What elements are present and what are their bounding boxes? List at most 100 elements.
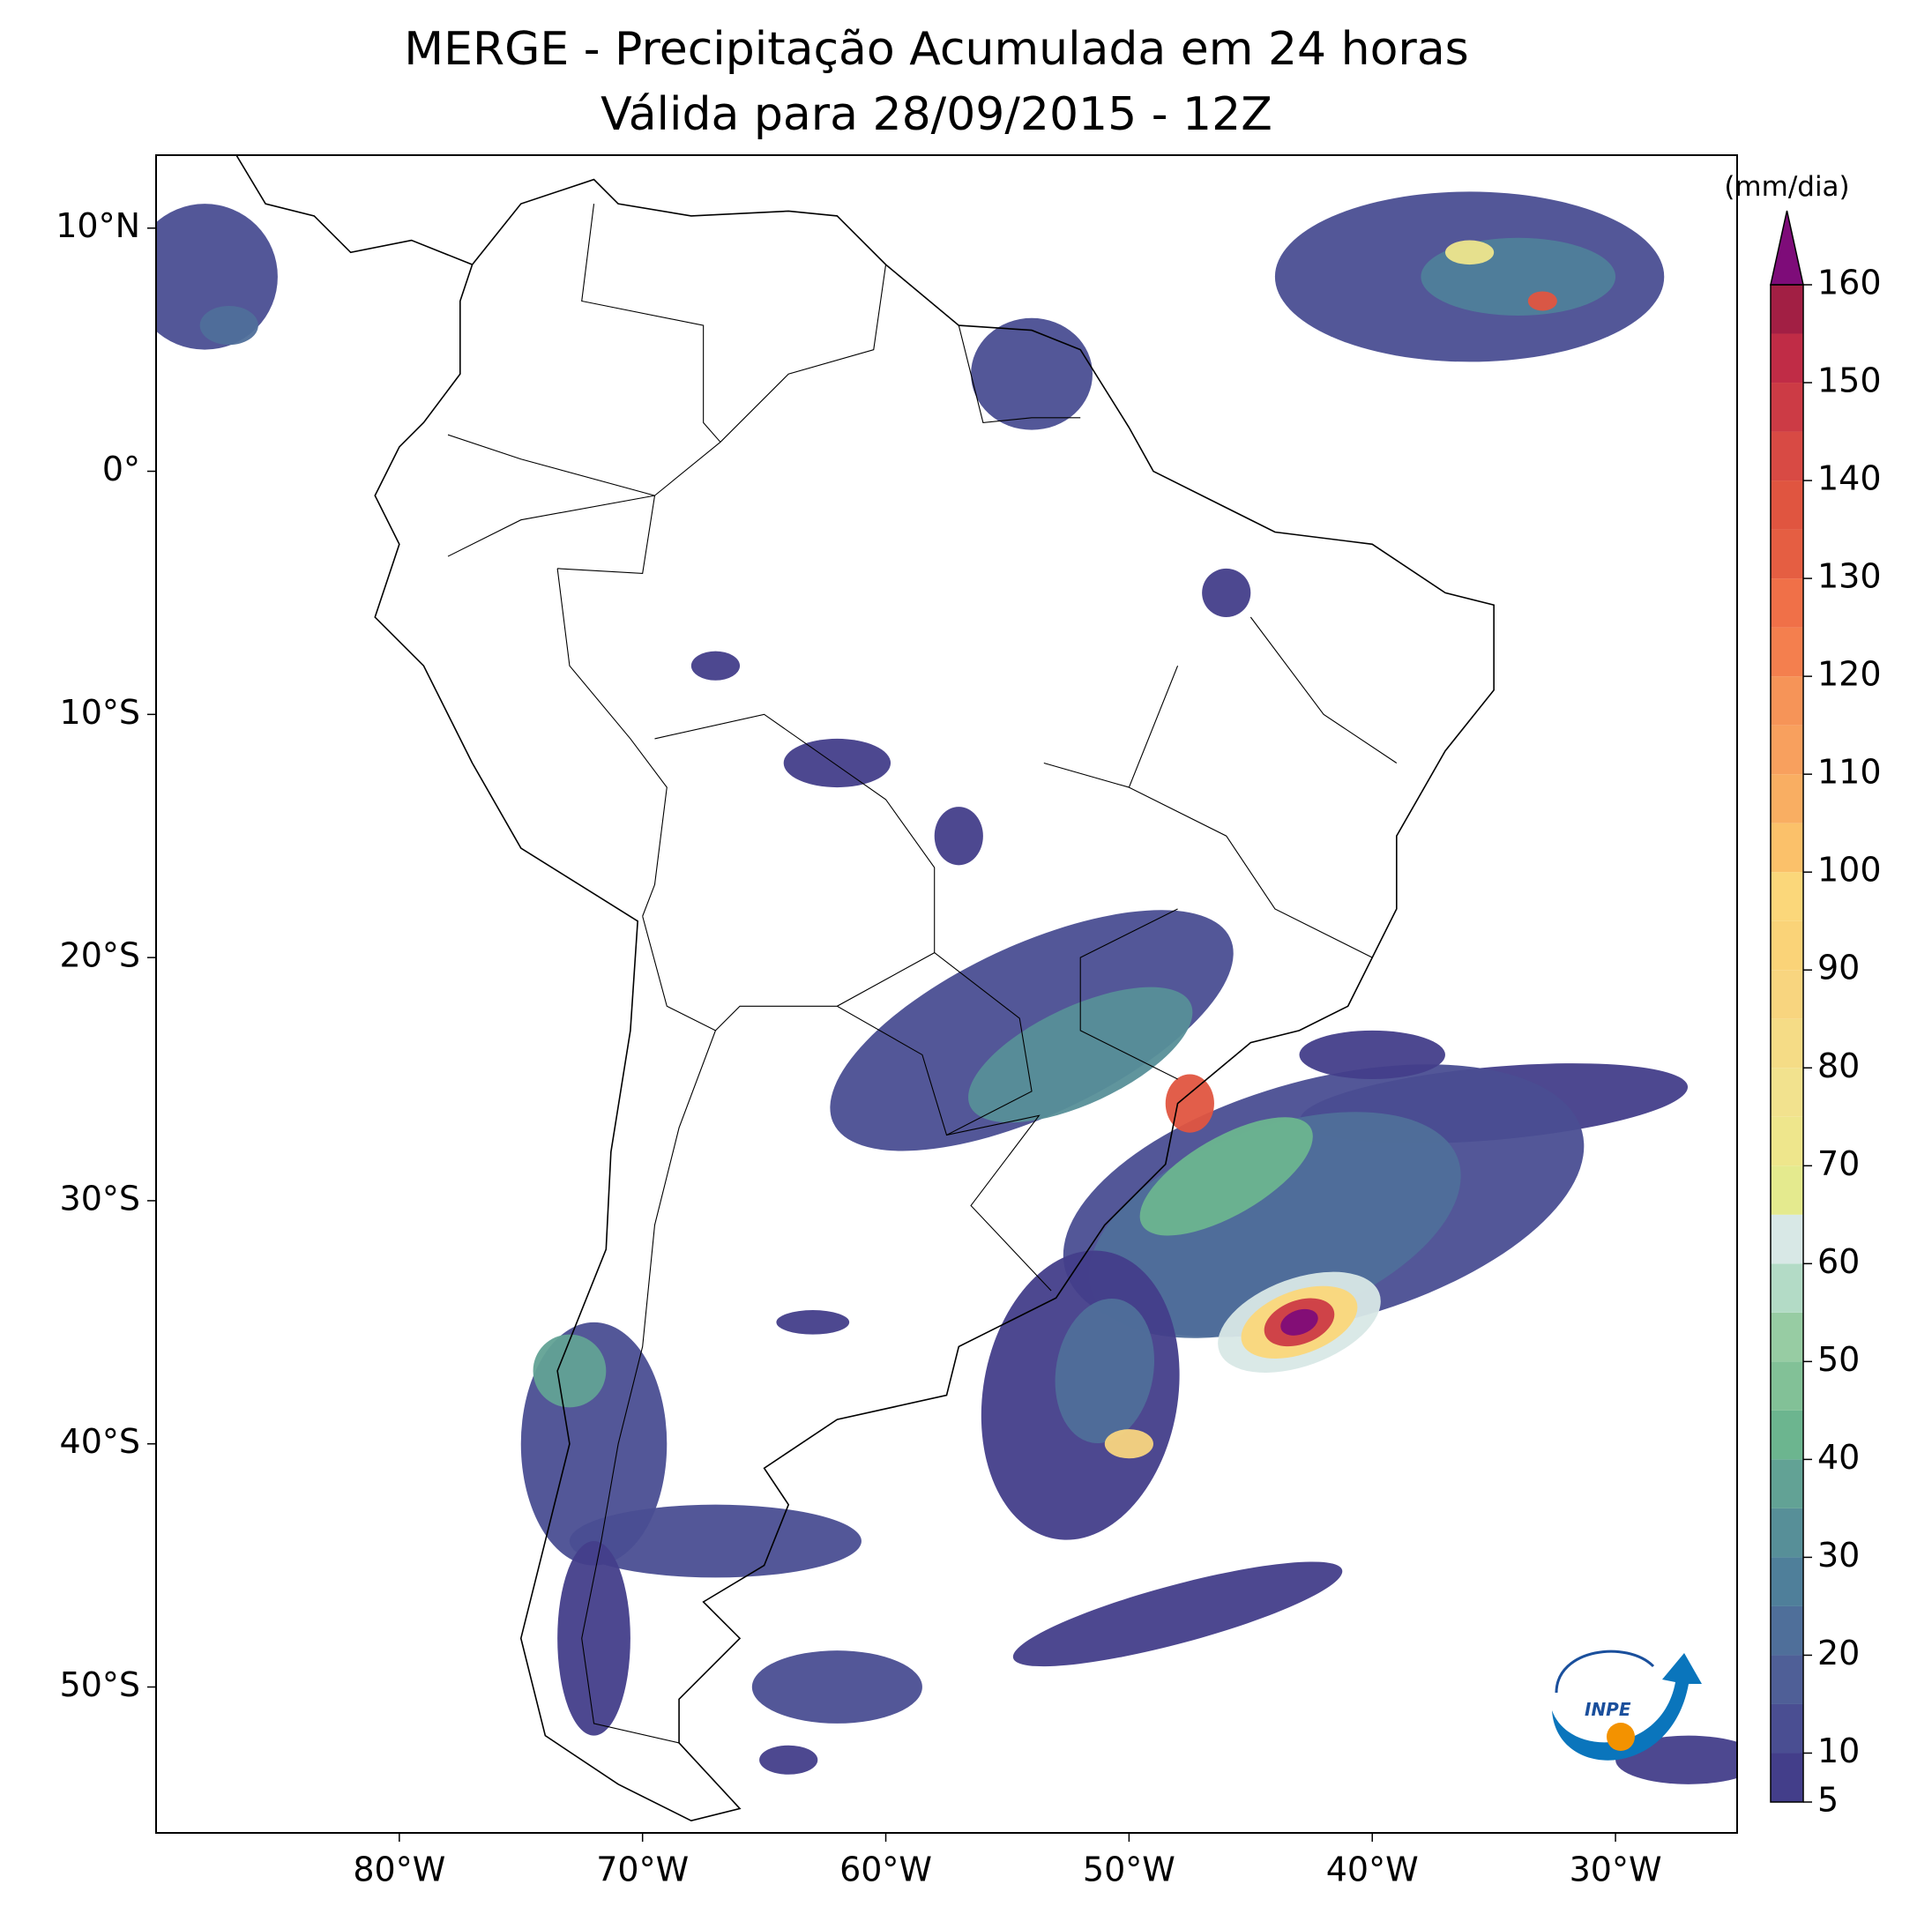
colorbar-band [1771, 1116, 1803, 1166]
colorbar-band [1771, 1703, 1803, 1754]
precip-area [1139, 1117, 1313, 1236]
colorbar-band [1771, 1263, 1803, 1313]
y-tick-label: 10°N [56, 206, 140, 245]
precip-area [776, 1310, 850, 1335]
colorbar-label: (mm/dia) [1724, 171, 1849, 203]
colorbar-band [1771, 1312, 1803, 1362]
colorbar-band [1771, 1655, 1803, 1704]
precip-area [1527, 291, 1557, 311]
precip-area [533, 1334, 607, 1408]
colorbar: 5 10 20 30 40 50 60 70 80 90 100 110 120 130 140 150 160… [1724, 171, 1881, 1820]
x-tick-label: 30°W [1570, 1851, 1662, 1889]
colorbar-band [1771, 1410, 1803, 1460]
colorbar-band [1771, 1166, 1803, 1215]
colorbar-band [1771, 1605, 1803, 1656]
precip-area [934, 807, 983, 866]
precip-area [1299, 1030, 1445, 1080]
colorbar-band [1771, 774, 1803, 823]
precip-area [1104, 1429, 1153, 1459]
colorbar-tick-label: 60 [1817, 1242, 1860, 1281]
colorbar-tick-label: 100 [1817, 851, 1882, 890]
colorbar-band [1771, 285, 1803, 334]
precip-area [1280, 1308, 1318, 1336]
colorbar-tick-label: 130 [1817, 557, 1882, 596]
colorbar-band [1771, 920, 1803, 971]
border [556, 568, 668, 917]
border [1249, 616, 1398, 763]
border [946, 1114, 1052, 1292]
x-tick-label: 60°W [839, 1851, 932, 1889]
border [447, 434, 655, 496]
precip-area [199, 305, 258, 346]
border [837, 952, 1033, 1136]
colorbar-band [1771, 383, 1803, 432]
border [1128, 665, 1373, 958]
colorbar-frame [1770, 284, 1804, 1803]
colorbar-band [1771, 823, 1803, 873]
border [1043, 762, 1130, 788]
colorbar-tick-label: 150 [1817, 361, 1882, 400]
y-tick-label: 20°S [60, 936, 140, 975]
precip-area [1165, 1074, 1214, 1133]
precip-area [690, 651, 741, 681]
colorbar-band [1771, 1018, 1803, 1069]
colorbar-band [1771, 1068, 1803, 1117]
colorbar-band [1771, 431, 1803, 481]
logo-text: INPE [1585, 1699, 1631, 1720]
title: MERGE - Precipitação Acumulada em 24 hor… [404, 23, 1469, 76]
colorbar-band [1771, 1753, 1803, 1802]
axes: 80°W 70°W 60°W 50°W 40°W 30°W 10°N 0° 10°S 20°S 30… [56, 206, 1661, 1888]
precip-area [557, 1541, 630, 1736]
coastline [235, 155, 1495, 1822]
border [447, 495, 655, 557]
colorbar-band [1771, 529, 1803, 579]
colorbar-tick-label: 30 [1817, 1536, 1860, 1575]
precip-area [751, 1650, 922, 1724]
precip-area [968, 987, 1193, 1123]
border [581, 916, 717, 1744]
x-tick-label: 70°W [596, 1851, 689, 1889]
colorbar-band [1771, 725, 1803, 775]
colorbar-tick-label: 10 [1817, 1732, 1860, 1770]
colorbar-tick-label: 20 [1817, 1634, 1860, 1672]
border [581, 204, 721, 443]
logo: INPE [1552, 1650, 1702, 1761]
colorbar-band [1771, 1508, 1803, 1558]
colorbar-band [1771, 578, 1803, 628]
logo-dot [1607, 1723, 1635, 1751]
precip-area [783, 738, 891, 788]
colorbar-band [1771, 1361, 1803, 1411]
colorbar-tick-label: 160 [1817, 264, 1882, 302]
logo-arc [1555, 1650, 1655, 1694]
map-frame [155, 154, 1738, 1834]
precip-area [971, 317, 1093, 430]
colorbar-band [1771, 480, 1803, 530]
precip-area [1012, 1561, 1343, 1667]
colorbar-tick-label: 50 [1817, 1340, 1860, 1379]
colorbar-tick-label: 80 [1817, 1046, 1860, 1085]
precip-area [1202, 568, 1251, 618]
colorbar-band [1771, 1459, 1803, 1508]
logo-swoosh [1552, 1653, 1702, 1761]
colorbar-tick-label: 70 [1817, 1144, 1860, 1183]
colorbar-band [1771, 1214, 1803, 1264]
precip-area [759, 1745, 818, 1775]
colorbar-tick-label: 140 [1817, 459, 1882, 498]
border [958, 324, 1081, 423]
colorbar-band [1771, 676, 1803, 726]
colorbar-tick-label: 90 [1817, 949, 1860, 987]
colorbar-band [1771, 333, 1803, 384]
y-tick-label: 0° [102, 450, 140, 488]
y-tick-label: 10°S [60, 693, 140, 732]
colorbar-tick-label: 40 [1817, 1438, 1860, 1477]
map-area [156, 155, 1737, 1822]
y-tick-label: 30°S [60, 1179, 140, 1218]
border [654, 713, 936, 1031]
colorbar-tick-label: 110 [1817, 753, 1882, 792]
colorbar-tick-label: 5 [1817, 1781, 1839, 1820]
colorbar-band [1771, 872, 1803, 921]
colorbar-tick-label: 120 [1817, 655, 1882, 694]
y-tick-label: 40°S [60, 1422, 140, 1461]
subtitle: Válida para 28/09/2015 - 12Z [600, 88, 1272, 141]
